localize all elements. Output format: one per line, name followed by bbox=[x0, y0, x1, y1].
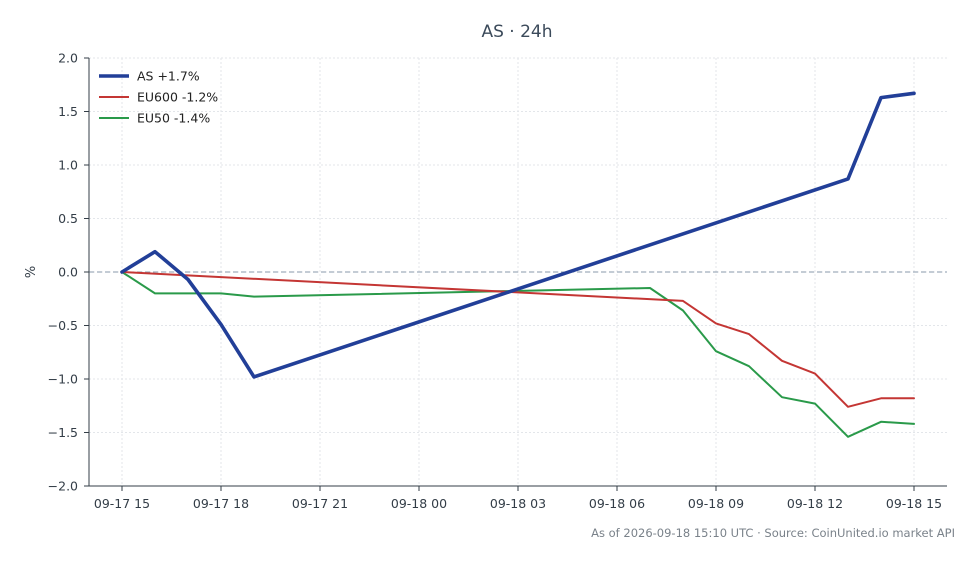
series-lines bbox=[120, 91, 916, 438]
y-tick-label: −0.5 bbox=[48, 318, 78, 333]
y-tick-label: 0.5 bbox=[58, 211, 78, 226]
y-tick-label: −1.5 bbox=[48, 425, 78, 440]
y-axis-label: % bbox=[24, 266, 39, 278]
x-tick-label: 09-18 03 bbox=[490, 496, 546, 511]
legend-entry: AS +1.7% bbox=[137, 69, 200, 84]
x-axis-ticks: 09-17 15 09-17 18 09-17 21 09-18 00 09-18 03… bbox=[94, 486, 942, 511]
x-tick-label: 09-18 06 bbox=[589, 496, 645, 511]
y-axis-ticks: −2.0 −1.5 −1.0 −0.5 0.0 0.5 1.0 1.5 2.0 bbox=[48, 51, 89, 494]
x-tick-label: 09-18 12 bbox=[787, 496, 843, 511]
x-tick-label: 09-17 21 bbox=[292, 496, 348, 511]
y-tick-label: 0.0 bbox=[58, 265, 78, 280]
y-tick-label: 1.0 bbox=[58, 158, 78, 173]
x-tick-label: 09-18 09 bbox=[688, 496, 744, 511]
y-tick-label: −2.0 bbox=[48, 479, 78, 494]
series-line-1 bbox=[121, 271, 915, 408]
source-footer: As of 2026-09-18 15:10 UTC · Source: Coi… bbox=[591, 526, 955, 540]
chart-title: AS · 24h bbox=[481, 22, 552, 42]
series-line-2 bbox=[121, 271, 915, 438]
x-tick-label: 09-18 00 bbox=[391, 496, 447, 511]
y-tick-label: 1.5 bbox=[58, 104, 78, 119]
legend-entry: EU600 -1.2% bbox=[137, 90, 218, 105]
y-tick-label: −1.0 bbox=[48, 372, 78, 387]
series-line-0 bbox=[120, 91, 916, 379]
legend-entry: EU50 -1.4% bbox=[137, 111, 210, 126]
x-tick-label: 09-18 15 bbox=[886, 496, 942, 511]
x-tick-label: 09-17 18 bbox=[193, 496, 249, 511]
legend: AS +1.7% EU600 -1.2% EU50 -1.4% bbox=[99, 69, 218, 126]
x-tick-label: 09-17 15 bbox=[94, 496, 150, 511]
y-tick-label: 2.0 bbox=[58, 51, 78, 66]
